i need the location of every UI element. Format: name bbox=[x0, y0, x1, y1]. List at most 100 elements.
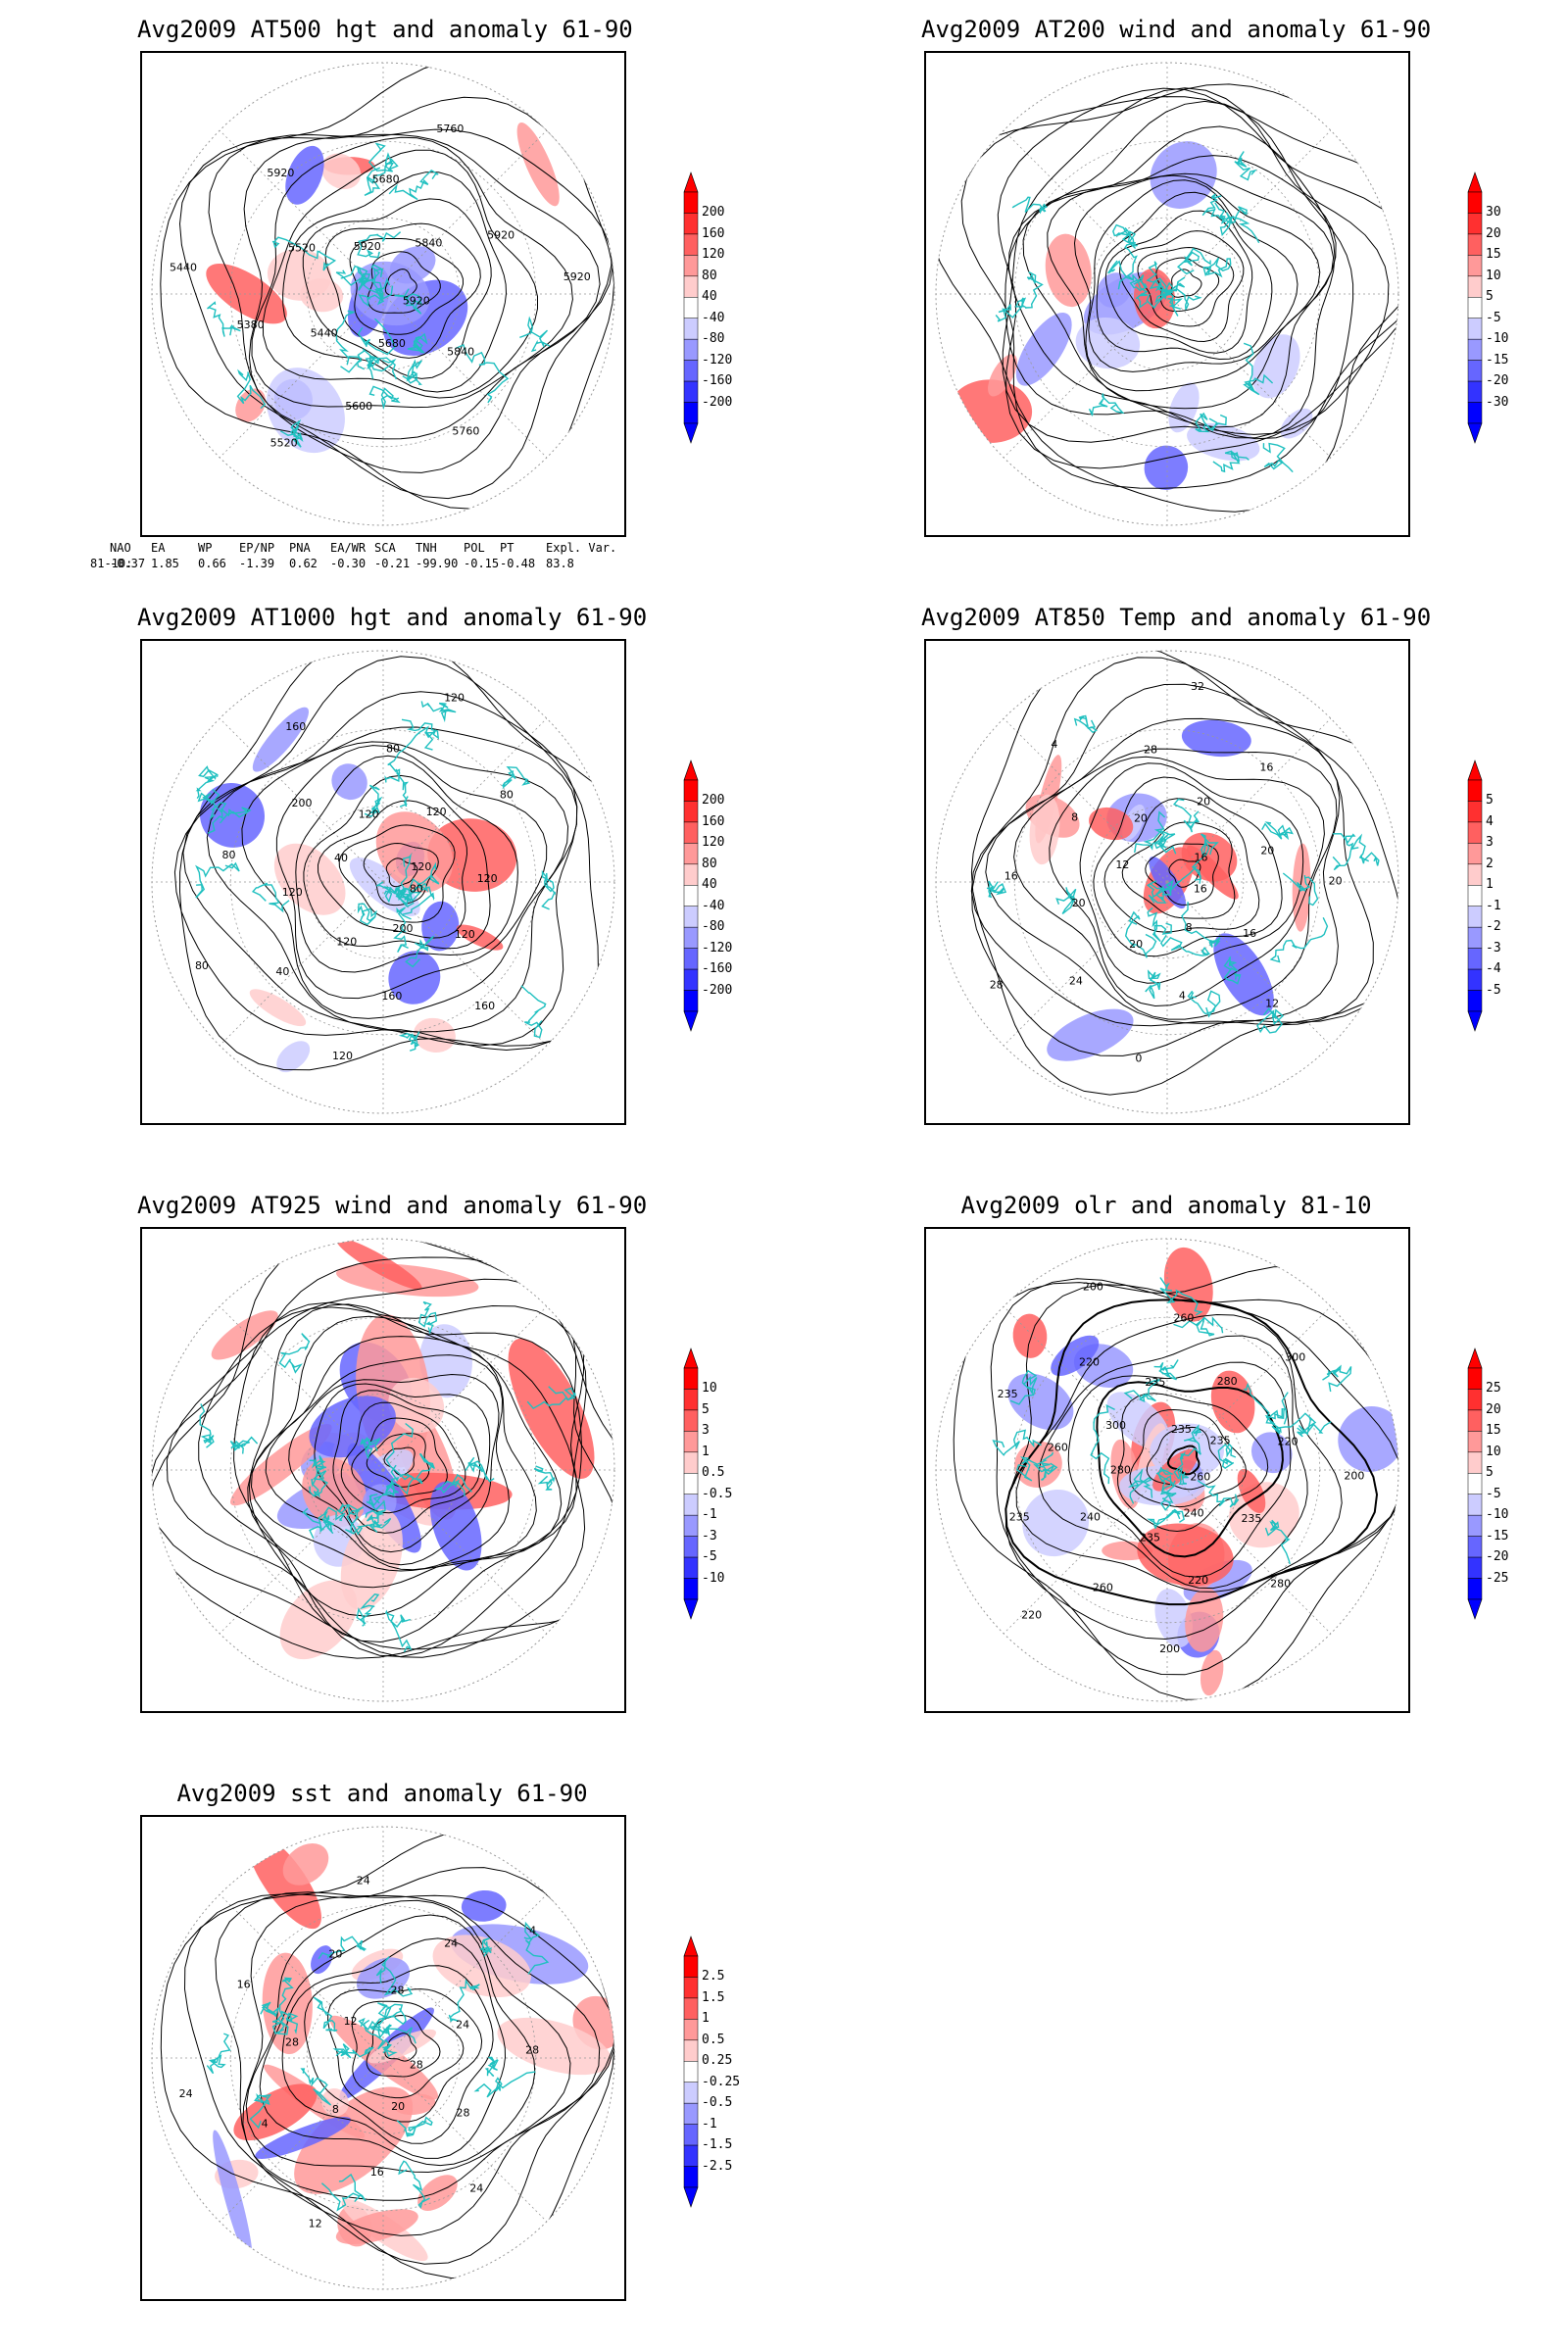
panel-title: Avg2009 AT925 wind and anomaly 61-90 bbox=[137, 1192, 648, 1219]
meridian-line bbox=[1003, 1305, 1168, 1471]
coastline bbox=[1146, 287, 1202, 311]
contour-line bbox=[233, 1301, 582, 1643]
colorbar-label: -2.5 bbox=[702, 2158, 733, 2174]
colorbar-label: 25 bbox=[1486, 1381, 1501, 1396]
contour-label: 12 bbox=[344, 2015, 358, 2028]
contour-label: 28 bbox=[410, 2058, 423, 2071]
meridian-line bbox=[382, 129, 548, 295]
index-value: -0.37 bbox=[110, 557, 146, 570]
anomaly-shading bbox=[235, 388, 267, 422]
coastline bbox=[368, 142, 399, 172]
contour-line bbox=[303, 774, 491, 950]
anomaly-shading bbox=[461, 1889, 507, 1922]
coastline bbox=[360, 1437, 381, 1460]
anomaly-shading bbox=[331, 763, 368, 801]
coastline bbox=[1195, 412, 1227, 433]
contour-line bbox=[282, 172, 508, 393]
anomaly-shading bbox=[335, 1239, 422, 1290]
anomaly-shading bbox=[213, 2130, 253, 2264]
contour-label: 5760 bbox=[452, 424, 479, 437]
contour-label: 8 bbox=[1186, 921, 1193, 934]
contour-label: 200 bbox=[1083, 1281, 1103, 1294]
contour-label: 16 bbox=[1243, 927, 1256, 940]
colorbar-label: -10 bbox=[1486, 1507, 1509, 1523]
anomaly-shading bbox=[1338, 1405, 1398, 1472]
anomaly-shading bbox=[1181, 719, 1251, 758]
contour-label: 80 bbox=[500, 788, 514, 801]
colorbar-label: -0.5 bbox=[702, 2095, 733, 2111]
contour-label: 20 bbox=[328, 1948, 342, 1961]
colorbar-graphic bbox=[683, 1348, 699, 1620]
coastline bbox=[1234, 151, 1257, 181]
contour-label: 20 bbox=[391, 2100, 405, 2113]
coastline bbox=[1147, 906, 1172, 943]
contour-line bbox=[178, 96, 612, 500]
contour-line bbox=[1073, 174, 1321, 392]
contour-line bbox=[1079, 762, 1304, 984]
coastline bbox=[338, 1503, 365, 1535]
coastline bbox=[357, 903, 377, 926]
anomaly-shading bbox=[1075, 318, 1141, 369]
coastline bbox=[318, 1936, 367, 1960]
coastline bbox=[398, 2160, 430, 2209]
contour-label: 235 bbox=[1171, 1423, 1192, 1436]
anomaly-shading bbox=[432, 1935, 532, 1997]
coastline bbox=[992, 1429, 1042, 1456]
contour-label: 120 bbox=[332, 1050, 353, 1062]
colorbar-label: -5 bbox=[702, 1549, 717, 1565]
contour-label: 120 bbox=[455, 928, 475, 941]
anomaly-shading bbox=[1047, 1008, 1134, 1061]
contour-label: 4 bbox=[262, 2117, 269, 2130]
contour-label: 260 bbox=[1093, 1581, 1113, 1593]
anomaly-shading bbox=[388, 951, 441, 1004]
contour-line bbox=[970, 683, 1374, 1027]
panel-title: Avg2009 sst and anomaly 61-90 bbox=[176, 1780, 588, 1807]
latitude-circle bbox=[1090, 217, 1245, 371]
contour-label: 300 bbox=[1285, 1351, 1305, 1364]
index-header: EP/NP bbox=[239, 541, 275, 555]
coastline bbox=[1117, 230, 1138, 290]
anomaly-shading bbox=[393, 2093, 436, 2116]
contour-line bbox=[317, 800, 468, 939]
contour-line bbox=[1004, 1284, 1398, 1641]
contour-line bbox=[1146, 1426, 1222, 1491]
coastline bbox=[1009, 1369, 1038, 1405]
index-value: 0.66 bbox=[198, 557, 226, 570]
coastline bbox=[501, 766, 531, 790]
coastline bbox=[1217, 1443, 1237, 1469]
meridian-line bbox=[219, 2057, 384, 2223]
anomaly-shading bbox=[417, 2175, 458, 2211]
colorbar: 10 5 3 1 0.5 -0.5 -1 -3 -5 -10 bbox=[676, 1347, 735, 1621]
contour-label: 120 bbox=[426, 806, 447, 818]
index-header: TNH bbox=[416, 541, 437, 555]
coastline bbox=[1212, 450, 1250, 473]
contour-label: 20 bbox=[1134, 811, 1148, 824]
anomaly-shading bbox=[1007, 1373, 1074, 1431]
contour-line bbox=[1119, 230, 1245, 343]
anomaly-shading bbox=[282, 1842, 329, 1886]
meridian-line bbox=[1166, 717, 1332, 883]
contour-label: 280 bbox=[1270, 1578, 1291, 1591]
index-header: SCA bbox=[374, 541, 396, 555]
contour-label: 235 bbox=[998, 1388, 1018, 1400]
coastline bbox=[484, 2056, 499, 2078]
coastline bbox=[1223, 956, 1242, 985]
coastline bbox=[1218, 206, 1248, 224]
contour-line bbox=[1004, 100, 1354, 440]
colorbar-label: 20 bbox=[1486, 225, 1501, 241]
contour-label: 28 bbox=[990, 979, 1004, 992]
colorbar-label: 10 bbox=[1486, 1444, 1501, 1459]
contour-label: 160 bbox=[474, 1000, 495, 1012]
coastline bbox=[365, 1509, 385, 1529]
anomaly-shading bbox=[340, 1508, 403, 1610]
coastline bbox=[1011, 196, 1048, 215]
coastline bbox=[1202, 257, 1232, 278]
contour-line bbox=[385, 858, 418, 888]
colorbar-label: 0.25 bbox=[702, 2053, 733, 2069]
meridian-line bbox=[1166, 881, 1332, 1047]
anomaly-shading bbox=[497, 2017, 612, 2076]
coastline bbox=[1153, 1359, 1179, 1381]
contour-label: 120 bbox=[477, 872, 498, 885]
anomaly-shading bbox=[252, 707, 309, 772]
anomaly-shading bbox=[1029, 794, 1060, 865]
